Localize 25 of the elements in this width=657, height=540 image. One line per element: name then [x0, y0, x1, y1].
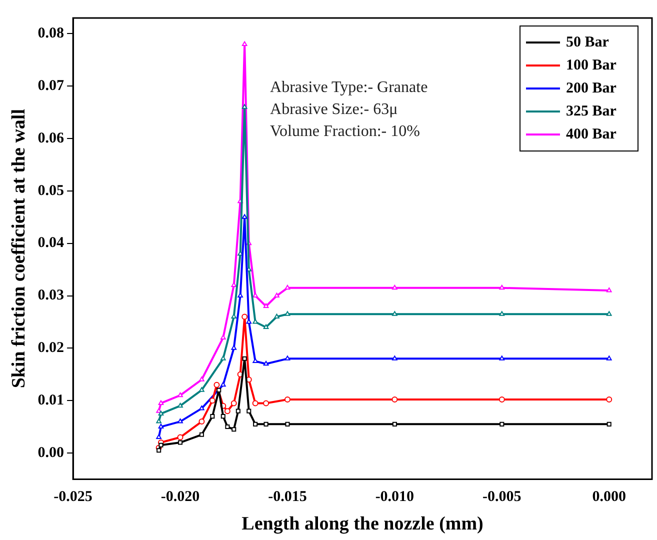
x-tick-label: 0.000 — [592, 489, 626, 506]
y-tick-label: 0.06 — [38, 130, 65, 146]
y-tick-label: 0.07 — [38, 78, 65, 94]
x-axis-title: Length along the nozzle (mm) — [242, 514, 484, 535]
x-tick-label: -0.015 — [268, 489, 307, 506]
y-tick-label: 0.02 — [38, 340, 64, 356]
y-tick-label: 0.00 — [38, 444, 64, 461]
x-tick-label: -0.010 — [375, 489, 414, 506]
y-axis-title: Skin friction coefficient at the wall — [8, 109, 30, 388]
x-tick-label: -0.005 — [482, 489, 522, 506]
y-tick-label: 0.04 — [38, 235, 65, 252]
legend-label: 325 Bar — [566, 103, 617, 120]
x-tick-label: -0.020 — [160, 489, 200, 506]
y-tick-label: 0.03 — [38, 288, 64, 304]
x-tick-label: -0.025 — [54, 489, 92, 506]
legend-label: 50 Bar — [566, 34, 610, 50]
annotation: Volume Fraction:- 10% — [270, 123, 420, 140]
legend-label: 200 Bar — [566, 80, 617, 96]
y-tick-label: 0.01 — [38, 392, 64, 408]
annotation: Abrasive Size:- 63μ — [270, 101, 398, 118]
annotation: Abrasive Type:- Granate — [270, 79, 428, 96]
y-tick-label: 0.08 — [38, 26, 64, 42]
legend-label: 100 Bar — [566, 57, 617, 74]
y-tick-label: 0.05 — [38, 182, 64, 199]
legend-label: 400 Bar — [566, 126, 617, 142]
